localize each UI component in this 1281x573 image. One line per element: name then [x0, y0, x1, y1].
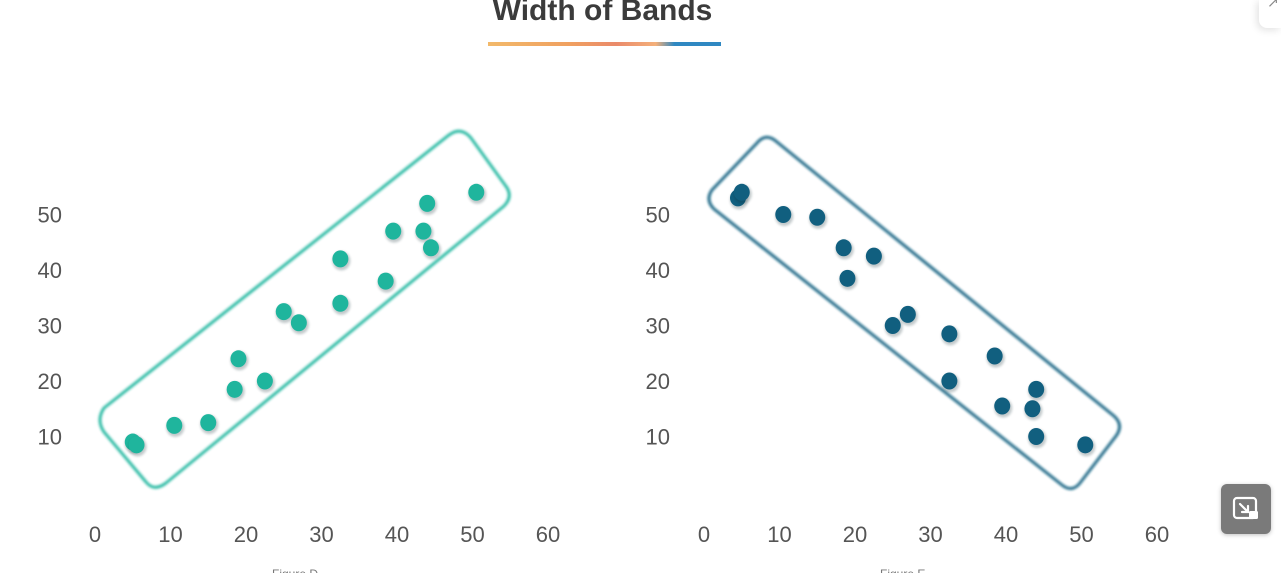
y-tick-label: 20 — [38, 369, 62, 394]
x-tick-label: 0 — [89, 522, 101, 547]
data-point — [385, 222, 402, 240]
data-point — [226, 380, 243, 398]
data-point — [1077, 436, 1094, 454]
x-tick-label: 0 — [698, 522, 710, 547]
data-point — [1028, 380, 1045, 398]
x-tick-label: 30 — [309, 522, 333, 547]
x-tick-label: 30 — [918, 522, 942, 547]
data-point — [994, 397, 1011, 415]
data-point — [1028, 428, 1045, 445]
y-tick-label: 30 — [646, 314, 670, 339]
data-point — [835, 239, 852, 257]
x-tick-label: 20 — [843, 522, 867, 547]
x-tick-label: 40 — [385, 522, 409, 547]
y-tick-label: 50 — [646, 203, 670, 228]
y-tick-label: 30 — [38, 314, 62, 339]
band-outline — [98, 129, 511, 489]
scatter-chart-figure-d: 0 10 20 30 40 50 60 10 20 30 40 50 Figure D — [38, 129, 560, 573]
y-tick-label: 40 — [646, 258, 670, 283]
y-tick-label: 20 — [646, 369, 670, 394]
data-point — [332, 294, 349, 312]
data-point — [275, 303, 292, 321]
link-icon: ↗ — [1267, 0, 1279, 10]
data-point — [941, 372, 958, 390]
corner-tool-button[interactable]: ↗ — [1259, 0, 1281, 28]
data-point — [884, 317, 901, 334]
scatter-chart-figure-e: 0 10 20 30 40 50 60 10 20 30 40 50 Figure E — [646, 135, 1169, 573]
x-tick-label: 20 — [234, 522, 258, 547]
data-point — [166, 416, 183, 434]
data-point — [290, 314, 307, 332]
x-tick-label: 10 — [158, 522, 182, 547]
data-point — [422, 239, 439, 257]
y-tick-label: 10 — [646, 425, 670, 450]
x-tick-label: 60 — [1145, 522, 1169, 547]
y-tick-label: 40 — [38, 258, 62, 283]
expand-button[interactable] — [1221, 484, 1271, 534]
data-point — [775, 206, 792, 223]
band-outline — [707, 135, 1121, 490]
x-tick-label: 40 — [994, 522, 1018, 547]
x-tick-label: 50 — [460, 522, 484, 547]
data-point — [1024, 400, 1041, 418]
data-point — [200, 414, 217, 432]
data-point — [128, 436, 145, 454]
data-point — [986, 347, 1003, 365]
data-point — [256, 372, 273, 390]
title-underline — [488, 42, 721, 46]
data-point — [733, 183, 750, 201]
data-point — [468, 183, 485, 201]
y-tick-label: 10 — [38, 425, 62, 450]
data-point — [899, 305, 916, 323]
expand-icon — [1232, 496, 1258, 520]
data-point — [415, 222, 432, 240]
data-point — [230, 350, 247, 368]
x-tick-label: 10 — [767, 522, 791, 547]
data-point — [839, 269, 856, 287]
data-point — [419, 194, 436, 212]
page-title: Width of Bands — [492, 0, 713, 27]
data-point — [941, 325, 958, 343]
x-tick-label: 50 — [1069, 522, 1093, 547]
data-point — [865, 247, 882, 265]
y-tick-label: 50 — [38, 203, 62, 228]
figure-caption: Figure E — [880, 567, 925, 573]
figure-caption: Figure D — [272, 567, 318, 573]
data-point — [332, 250, 349, 268]
data-point — [809, 208, 826, 226]
data-point — [377, 272, 394, 290]
x-tick-label: 60 — [536, 522, 560, 547]
